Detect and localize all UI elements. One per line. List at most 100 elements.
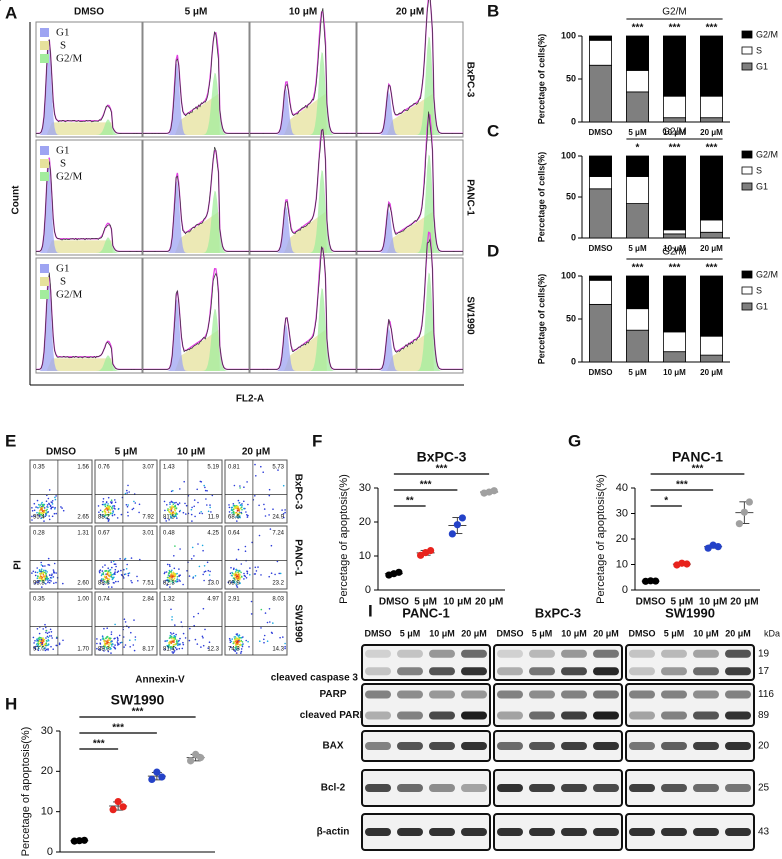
dot [240,648,243,650]
dot [47,497,50,500]
dot [115,580,117,583]
dot [128,491,130,493]
band [661,784,687,792]
quadrant-value: 0.67 [98,531,110,537]
dot [110,631,113,633]
dot [50,635,53,637]
dot [113,513,116,516]
dot [164,509,166,512]
x-tick-label: 5 μM [414,597,437,608]
dot [45,626,47,629]
dot [168,508,170,511]
dot [105,637,108,639]
y-tick-label: 50 [566,313,576,323]
dot [165,520,167,522]
dot [239,516,241,519]
dot [173,567,176,570]
dot [260,627,262,629]
x-tick-label: 10 μM [663,128,686,137]
dot [124,573,127,575]
legend-label: G2/M [756,29,778,39]
dot [111,566,113,569]
dot [114,499,116,501]
dot [237,573,240,576]
dot [46,635,49,638]
dot [138,503,141,506]
dot [258,504,260,507]
dot [284,642,286,645]
bar-segment [626,176,650,204]
dot [188,639,191,642]
peak-g1 [36,283,142,371]
dot [114,568,117,571]
dot [248,646,250,648]
dot [44,643,47,646]
dot [171,578,174,581]
dot [168,564,171,566]
dot [99,639,102,641]
dot [230,640,233,643]
dot [110,633,113,636]
quadrant-value: 68.6 [228,515,240,521]
dot [238,634,241,637]
dot [207,569,210,572]
kda-label: 25 [758,783,770,794]
dot [103,515,105,517]
dot [45,583,47,585]
dot [164,648,166,651]
dot [39,576,41,579]
dot [36,571,39,574]
band [661,667,687,676]
dot [105,642,107,645]
band [429,742,455,750]
dot [103,647,106,650]
dot [53,572,56,574]
y-tick-label: 0 [571,232,576,242]
y-tick-label: 100 [561,150,576,160]
dot [209,504,211,506]
dot [259,640,261,642]
dot [48,515,50,517]
dot [189,627,191,630]
dot [47,643,50,646]
dot [206,561,209,564]
dot [178,502,181,504]
band [661,711,687,720]
dot [234,579,236,581]
dot [42,628,44,630]
dot [175,640,178,643]
bar-segment [700,117,724,123]
dot [40,638,43,641]
dot [48,518,51,521]
histogram-frame [35,257,143,374]
dot [101,511,104,513]
dot [108,572,110,574]
dot [264,612,267,614]
dot [124,644,127,646]
band [461,828,487,836]
dot [174,515,176,518]
legend-swatch [741,166,753,175]
dot [52,569,55,571]
dot [179,580,181,582]
dot [174,624,176,626]
dot [236,581,238,583]
point [153,768,161,776]
dot [176,580,179,583]
band [593,711,619,720]
dot [116,517,119,519]
dot [55,581,57,584]
dot [54,508,56,510]
y-tick-label: 50 [566,191,576,201]
dot [131,581,133,584]
dot [49,576,52,579]
dot [106,640,109,642]
band [365,742,391,750]
y-tick-label: 0 [365,584,371,596]
dot [107,567,109,569]
dot [174,636,176,639]
dot [233,567,235,570]
dot [235,558,238,561]
dot [241,641,244,643]
dot [237,516,239,519]
